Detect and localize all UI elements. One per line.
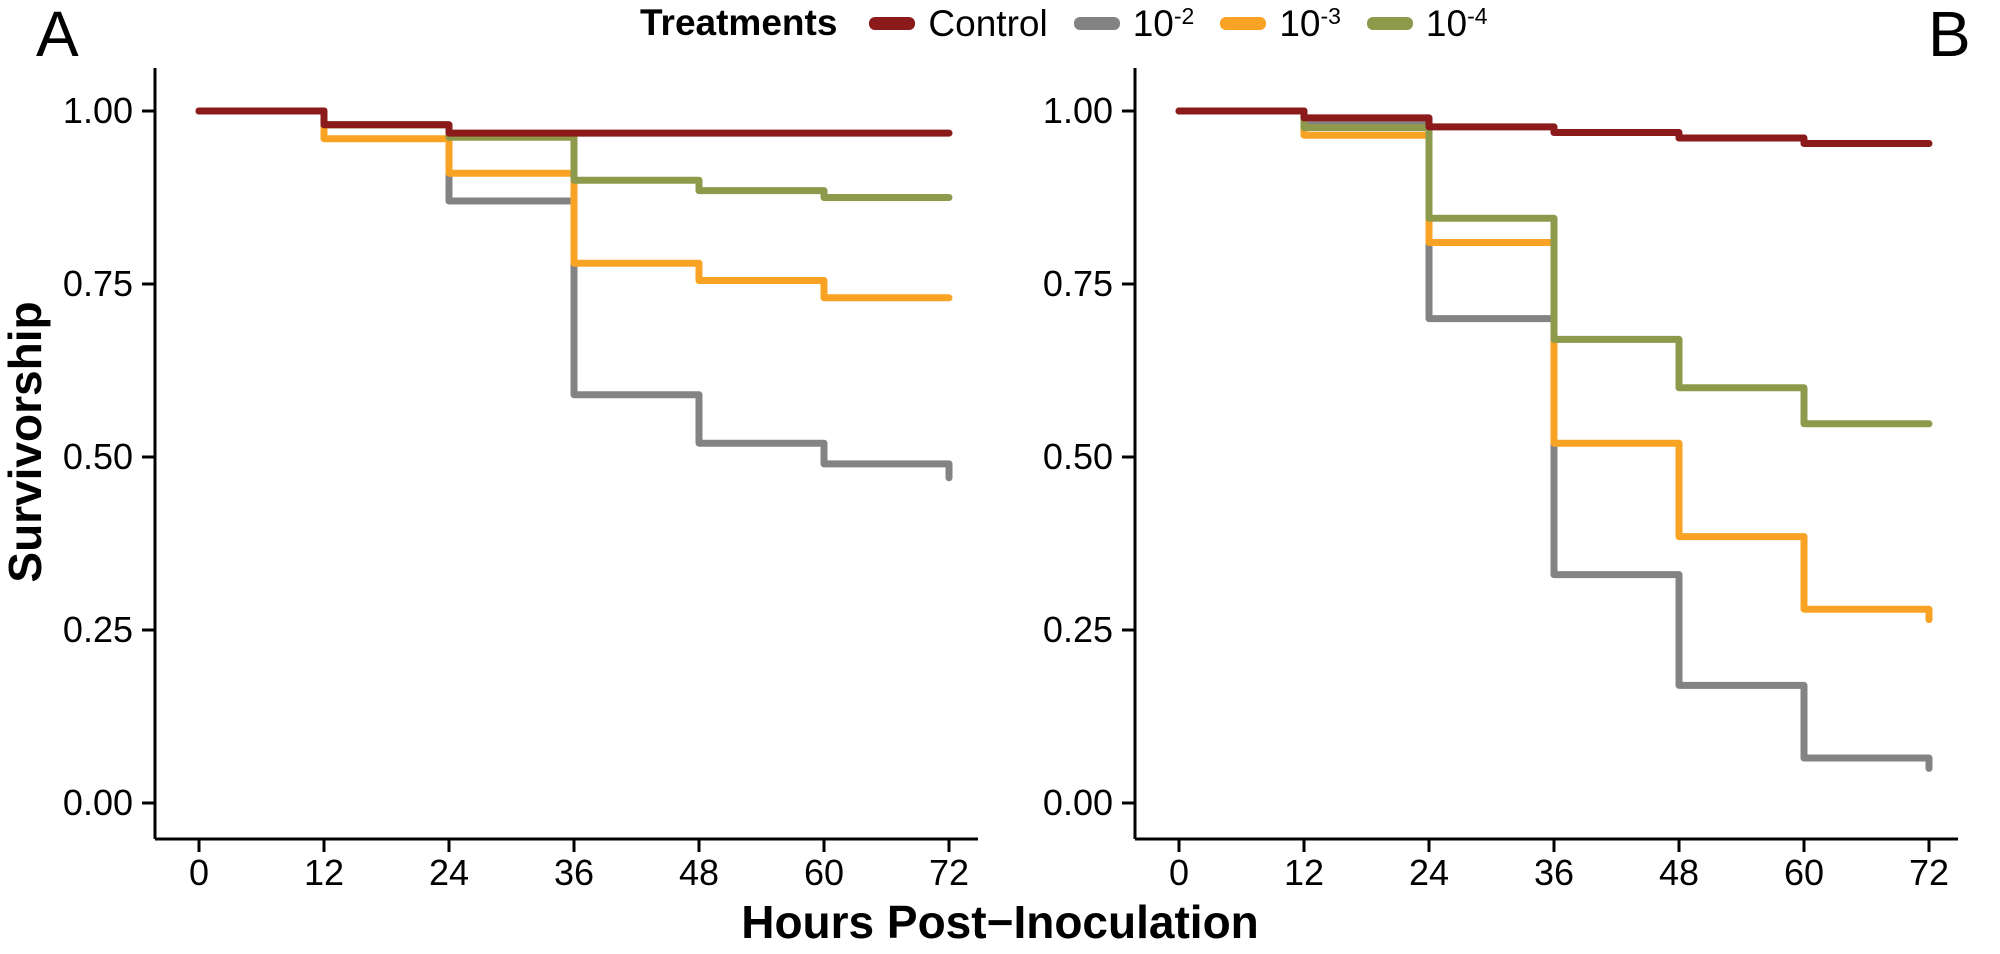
- legend-item-label: Control: [928, 2, 1048, 44]
- x-tick-label: 0: [1169, 852, 1189, 893]
- x-tick-label: 60: [804, 852, 844, 893]
- legend-title: Treatments: [640, 2, 838, 43]
- y-tick-label: 0.25: [1043, 609, 1113, 650]
- legend-swatch: [1220, 16, 1267, 30]
- panel-b-label: B: [1928, 0, 1971, 70]
- x-tick-label: 12: [304, 852, 344, 893]
- legend-item-10-2: 10-2: [1073, 2, 1195, 44]
- y-tick-label: 0.75: [1043, 263, 1113, 304]
- legend-swatch: [1073, 16, 1120, 30]
- y-tick-label: 0.00: [63, 782, 133, 823]
- legend-item-10-3: 10-3: [1220, 2, 1341, 44]
- x-axis-title: Hours Post−Inoculation: [741, 896, 1259, 948]
- y-tick-label: 1.00: [63, 90, 133, 131]
- x-tick-label: 0: [189, 852, 209, 893]
- y-tick-label: 0.50: [1043, 436, 1113, 477]
- survival-curve-A-10-3: [195, 107, 953, 302]
- survival-curve-B-10-4: [1175, 107, 1933, 428]
- x-tick-label: 72: [929, 852, 969, 893]
- survival-curve-A-Control: [195, 107, 953, 137]
- legend-item-label: 10-2: [1132, 2, 1195, 44]
- legend-item-label: 10-3: [1279, 2, 1341, 44]
- x-tick-label: 36: [1534, 852, 1574, 893]
- x-tick-label: 24: [429, 852, 469, 893]
- survival-curve-B-10-3: [1175, 107, 1933, 624]
- x-tick-label: 48: [1659, 852, 1699, 893]
- legend-item-label: 10-4: [1425, 2, 1488, 44]
- panel-a-label: A: [36, 0, 79, 70]
- y-tick-label: 1.00: [1043, 90, 1113, 131]
- y-tick-label: 0.25: [63, 609, 133, 650]
- legend-item-10-4: 10-4: [1366, 2, 1488, 44]
- x-tick-label: 60: [1784, 852, 1824, 893]
- legend-swatch: [869, 16, 916, 30]
- y-axis-title: Survivorship: [0, 301, 51, 583]
- x-tick-label: 72: [1909, 852, 1949, 893]
- x-tick-label: 48: [679, 852, 719, 893]
- legend: Treatments Control 10-2 10-3 10-4: [640, 0, 1488, 46]
- y-tick-label: 0.50: [63, 436, 133, 477]
- y-tick-label: 0.75: [63, 263, 133, 304]
- x-tick-label: 12: [1284, 852, 1324, 893]
- x-tick-label: 24: [1409, 852, 1449, 893]
- y-tick-label: 0.00: [1043, 782, 1113, 823]
- survival-curve-B-Control: [1175, 107, 1933, 147]
- legend-item-control: Control: [869, 2, 1048, 44]
- x-tick-label: 36: [554, 852, 594, 893]
- legend-swatch: [1366, 16, 1413, 30]
